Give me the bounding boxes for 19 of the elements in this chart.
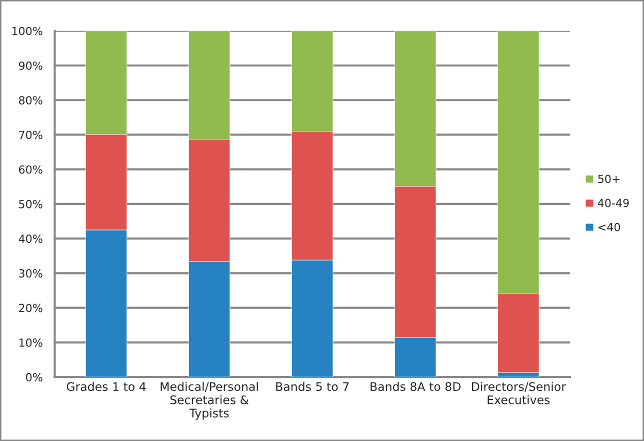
- y-tick-label: 50%: [19, 200, 42, 208]
- y-tick-label: 0%: [26, 373, 42, 382]
- y-tick-label: 30%: [19, 269, 42, 278]
- legend-label: 40-49: [598, 198, 629, 208]
- y-tick-label: 100%: [12, 26, 42, 36]
- y-tick-label: 80%: [18, 96, 42, 104]
- y-tick-label: 60%: [19, 165, 42, 174]
- x-tick-label: Bands 5 to 7: [276, 382, 349, 392]
- y-tick-label: 40%: [18, 234, 42, 243]
- y-tick-label: 10%: [19, 338, 42, 347]
- y-tick-label: 90%: [18, 61, 42, 70]
- y-tick-label: 20%: [19, 304, 42, 312]
- x-tick-label: Grades 1 to 4: [66, 382, 146, 392]
- x-tick-label: Medical/Personal Secretaries & Typists: [160, 382, 258, 420]
- legend-label: 50+: [598, 174, 620, 184]
- legend-label: <40: [598, 222, 620, 232]
- x-tick-label: Bands 8A to 8D: [370, 382, 461, 392]
- y-tick-label: 70%: [19, 130, 42, 140]
- x-tick-label: Directors/Senior Executives: [472, 382, 566, 404]
